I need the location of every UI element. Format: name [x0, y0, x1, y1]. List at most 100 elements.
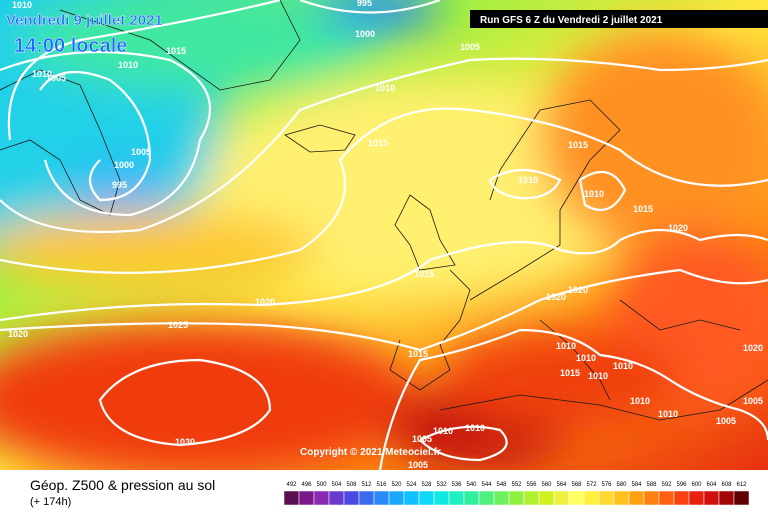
scale-swatch — [463, 490, 480, 506]
scale-swatch — [568, 490, 585, 506]
isobar-label: 1010 — [118, 60, 138, 70]
scale-swatch — [433, 490, 450, 506]
scale-swatch — [628, 490, 645, 506]
scale-label: 580 — [616, 482, 627, 488]
scale-label: 536 — [451, 482, 462, 488]
scale-swatch — [673, 490, 690, 506]
scale-label: 544 — [481, 482, 492, 488]
scale-label: 560 — [541, 482, 552, 488]
isobar-label: 1015 — [568, 140, 588, 150]
isobar-label: 1015 — [414, 269, 434, 279]
isobar-label: 1015 — [368, 138, 388, 148]
scale-label: 576 — [601, 482, 612, 488]
isobar-label: 1020 — [546, 292, 566, 302]
scale-swatch — [283, 490, 300, 506]
isobar-label: 1020 — [568, 285, 588, 295]
scale-label: 524 — [406, 482, 417, 488]
color-scale: 492 496 500 504 508 512 516 520 524 528 532 536 540 5… — [283, 482, 750, 506]
copyright: Copyright © 2021 Meteociel.fr — [300, 447, 441, 458]
run-label: Run GFS 6 Z du Vendredi 2 juillet 2021 — [480, 15, 663, 26]
footer-lead: (+ 174h) — [30, 496, 71, 508]
scale-label: 496 — [301, 482, 312, 488]
isobar-label: 995 — [357, 0, 372, 8]
scale-swatch — [418, 490, 435, 506]
scale-label: 608 — [721, 482, 732, 488]
isobar-label: 1015 — [560, 368, 580, 378]
isobars — [0, 0, 768, 470]
scale-swatch — [343, 490, 360, 506]
scale-swatch — [613, 490, 630, 506]
isobar-label: 1010 — [375, 83, 395, 93]
isobar-label: 1015 — [633, 204, 653, 214]
scale-label: 508 — [346, 482, 357, 488]
scale-label: 492 — [286, 482, 297, 488]
scale-label: 504 — [331, 482, 342, 488]
isobar-label: 1025 — [168, 320, 188, 330]
scale-swatch — [643, 490, 660, 506]
map-date: Vendredi 9 juillet 2021 — [6, 12, 163, 29]
map-time: 14:00 locale — [14, 35, 127, 57]
scale-label: 604 — [706, 482, 717, 488]
isobar-label: 1030 — [175, 437, 195, 447]
scale-label: 552 — [511, 482, 522, 488]
isobar-label: 1005 — [46, 73, 66, 83]
isobar-label: 1010 — [32, 69, 52, 79]
isobar-label: 1005 — [408, 460, 428, 470]
isobar-labels: 9951000100510101015101010101005101010151… — [8, 0, 763, 470]
isobar-label: 1005 — [131, 147, 151, 157]
scale-swatch — [538, 490, 555, 506]
scale-swatch — [658, 490, 675, 506]
scale-label: 548 — [496, 482, 507, 488]
isobar-label: 1015 — [408, 349, 428, 359]
run-banner — [470, 10, 768, 28]
scale-swatch — [733, 490, 750, 506]
isobar-label: 1005 — [743, 396, 763, 406]
scale-label: 600 — [691, 482, 702, 488]
scale-swatch — [403, 490, 420, 506]
scale-swatch — [553, 490, 570, 506]
isobar-label: 1020 — [8, 329, 28, 339]
scale-label: 528 — [421, 482, 432, 488]
scale-swatch — [703, 490, 720, 506]
isobar-label: 1010 — [588, 371, 608, 381]
isobar-label: 1000 — [355, 29, 375, 39]
scale-swatch — [688, 490, 705, 506]
scale-swatch — [328, 490, 345, 506]
scale-swatch — [493, 490, 510, 506]
scale-label: 540 — [466, 482, 477, 488]
scale-label: 500 — [316, 482, 327, 488]
scale-label: 592 — [661, 482, 672, 488]
scale-swatch — [313, 490, 330, 506]
map-background — [0, 0, 768, 480]
scale-swatch — [583, 490, 600, 506]
isobar-label: 1010 — [630, 396, 650, 406]
scale-label: 564 — [556, 482, 567, 488]
isobar-label: 1010 — [433, 426, 453, 436]
isobar-label: 1010 — [584, 189, 604, 199]
scale-label: 516 — [376, 482, 387, 488]
isobar-label: 1005 — [716, 416, 736, 426]
scale-label: 512 — [361, 482, 372, 488]
scale-label: 532 — [436, 482, 447, 488]
scale-swatch — [298, 490, 315, 506]
isobar-label: 1015 — [166, 46, 186, 56]
scale-swatch — [388, 490, 405, 506]
scale-label: 588 — [646, 482, 657, 488]
footer-title: Géop. Z500 & pression au sol — [30, 477, 215, 493]
scale-label: 568 — [571, 482, 582, 488]
scale-swatch — [478, 490, 495, 506]
scale-swatch — [523, 490, 540, 506]
scale-label: 556 — [526, 482, 537, 488]
isobar-label: 1010 — [556, 341, 576, 351]
isobar-label: 1010 — [613, 361, 633, 371]
isobar-label: 1000 — [114, 160, 134, 170]
scale-label: 596 — [676, 482, 687, 488]
scale-swatch — [448, 490, 465, 506]
isobar-label: 1010 — [12, 0, 32, 10]
isobar-label: 995 — [112, 180, 127, 190]
isobar-label: 1010 — [518, 175, 538, 185]
scale-swatch — [718, 490, 735, 506]
isobar-label: 1020 — [668, 223, 688, 233]
scale-swatch — [373, 490, 390, 506]
